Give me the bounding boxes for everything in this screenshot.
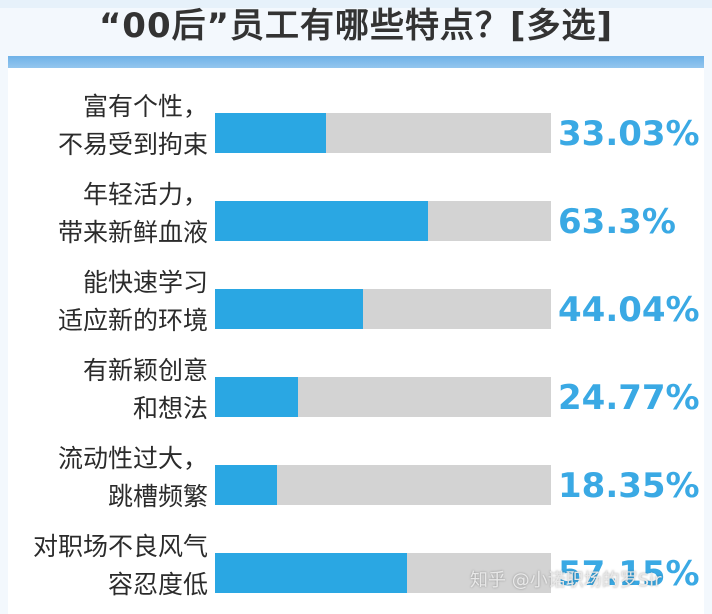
category-label: 流动性过大， [58,444,208,473]
category-label: 容忍度低 [108,570,208,599]
category-label: 有新颖创意 [83,356,208,385]
bar [215,113,326,153]
category-label: 跳槽频繁 [108,482,208,511]
frame-top-bar [0,0,712,8]
category-label: 富有个性， [83,92,208,121]
category-label: 不易受到拘束 [58,130,208,159]
category-label: 年轻活力， [83,180,208,209]
category-label: 能快速学习 [83,268,208,297]
value-label: 18.35% [558,466,700,506]
value-label: 44.04% [558,290,700,330]
bar-chart: 富有个性， 不易受到拘束 33.03% 年轻活力， 带来新鲜血液 63.3% 能快速学习适应… [33,92,700,599]
category-label: 适应新的环境 [58,306,208,335]
category-label: 带来新鲜血液 [58,218,208,247]
value-label: 63.3% [558,202,676,242]
watermark: 知乎 @小诺职场的罗Sir [470,570,662,591]
value-label: 33.03% [558,114,700,154]
category-label: 对职场不良风气 [33,532,208,561]
category-label: 和想法 [133,394,208,423]
bar [215,553,407,593]
value-label: 57.15% [558,554,700,594]
value-label: 24.77% [558,378,700,418]
bar [215,289,363,329]
bar [215,377,298,417]
chart-title: “00后”员工有哪些特点？[多选] [98,6,614,46]
bar [215,465,277,505]
chart-panel: 富有个性， 不易受到拘束 33.03% 年轻活力， 带来新鲜血液 63.3% 能快速学习适应… [8,68,704,614]
bar [215,201,428,241]
